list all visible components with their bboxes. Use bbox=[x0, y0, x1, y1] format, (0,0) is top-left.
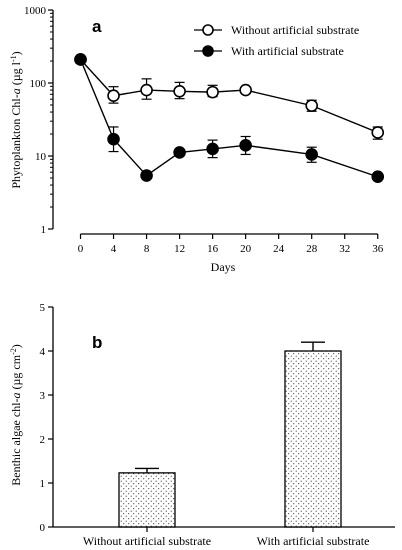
y-tick-label: 10 bbox=[35, 151, 47, 163]
y-tick-label: 1000 bbox=[24, 5, 47, 17]
legend-label-without: Without artificial substrate bbox=[231, 23, 359, 37]
legend-label-with: With artificial substrate bbox=[231, 44, 344, 58]
y-tick-label: 3 bbox=[40, 390, 46, 402]
data-point-without bbox=[140, 83, 153, 97]
phytoplankton-legend: Without artificial substrate With artifi… bbox=[194, 23, 359, 58]
x-category-label: Without artificial substrate bbox=[83, 534, 211, 548]
x-tick-label: 32 bbox=[339, 243, 350, 255]
x-tick-label: 36 bbox=[372, 243, 384, 255]
x-tick-label: 0 bbox=[78, 243, 84, 255]
series-line-with bbox=[79, 59, 378, 178]
benthic-algae-chart: 0 1 2 3 4 5 Without artificial substrate With a… bbox=[9, 302, 395, 548]
data-point-with bbox=[107, 132, 120, 146]
y-tick-label: 1 bbox=[40, 478, 46, 490]
x-tick-label: 12 bbox=[174, 243, 185, 255]
data-point-with bbox=[206, 142, 219, 156]
phytoplankton-x-axis-title: Days bbox=[211, 260, 236, 274]
y-tick-label: 5 bbox=[40, 302, 46, 314]
data-point-with bbox=[173, 146, 186, 159]
bar-with bbox=[284, 350, 342, 528]
data-point-with bbox=[74, 53, 87, 66]
phytoplankton-chart: 1 10 100 1000 0 4 8 12 16 20 24 28 32 36 a Days Phyto… bbox=[9, 5, 385, 274]
legend-filled-circle-marker bbox=[202, 45, 214, 57]
x-tick-label: 16 bbox=[207, 243, 219, 255]
x-category-label: With artificial substrate bbox=[257, 534, 370, 548]
x-tick-label: 20 bbox=[240, 243, 252, 255]
data-point-without bbox=[107, 89, 120, 102]
data-point-with bbox=[305, 148, 318, 161]
y-tick-label: 1 bbox=[41, 224, 47, 236]
x-tick-label: 4 bbox=[111, 243, 117, 255]
data-point-with bbox=[371, 170, 385, 184]
panel-a-label: a bbox=[92, 17, 102, 36]
x-tick-label: 28 bbox=[306, 243, 318, 255]
phytoplankton-y-axis-title: Phytoplankton Chl-a (µg l-1) bbox=[9, 51, 23, 188]
data-point-without bbox=[173, 84, 186, 98]
benthic-y-axis-title: Benthic algae chl-a (µg cm-2) bbox=[9, 344, 23, 486]
panel-b-label: b bbox=[92, 333, 102, 352]
benthic-plot-area: 0 1 2 3 4 5 Without artificial substrate With a… bbox=[40, 302, 395, 548]
bar-without bbox=[118, 472, 176, 528]
y-tick-label: 2 bbox=[40, 434, 46, 446]
y-tick-label: 0 bbox=[40, 522, 46, 534]
x-tick-label: 8 bbox=[144, 243, 150, 255]
data-point-with bbox=[140, 169, 153, 182]
data-point-with bbox=[239, 139, 252, 152]
y-tick-label: 4 bbox=[40, 346, 46, 358]
series-line-without bbox=[79, 59, 379, 134]
data-point-without bbox=[206, 85, 219, 99]
data-point-without bbox=[239, 83, 252, 97]
y-tick-label: 100 bbox=[30, 78, 47, 90]
data-point-without bbox=[371, 126, 385, 139]
legend-open-circle-marker bbox=[202, 24, 214, 36]
phytoplankton-plot-area: 1 10 100 1000 0 4 8 12 16 20 24 28 32 36 bbox=[24, 5, 385, 255]
x-tick-label: 24 bbox=[273, 243, 285, 255]
data-point-without bbox=[305, 99, 318, 112]
